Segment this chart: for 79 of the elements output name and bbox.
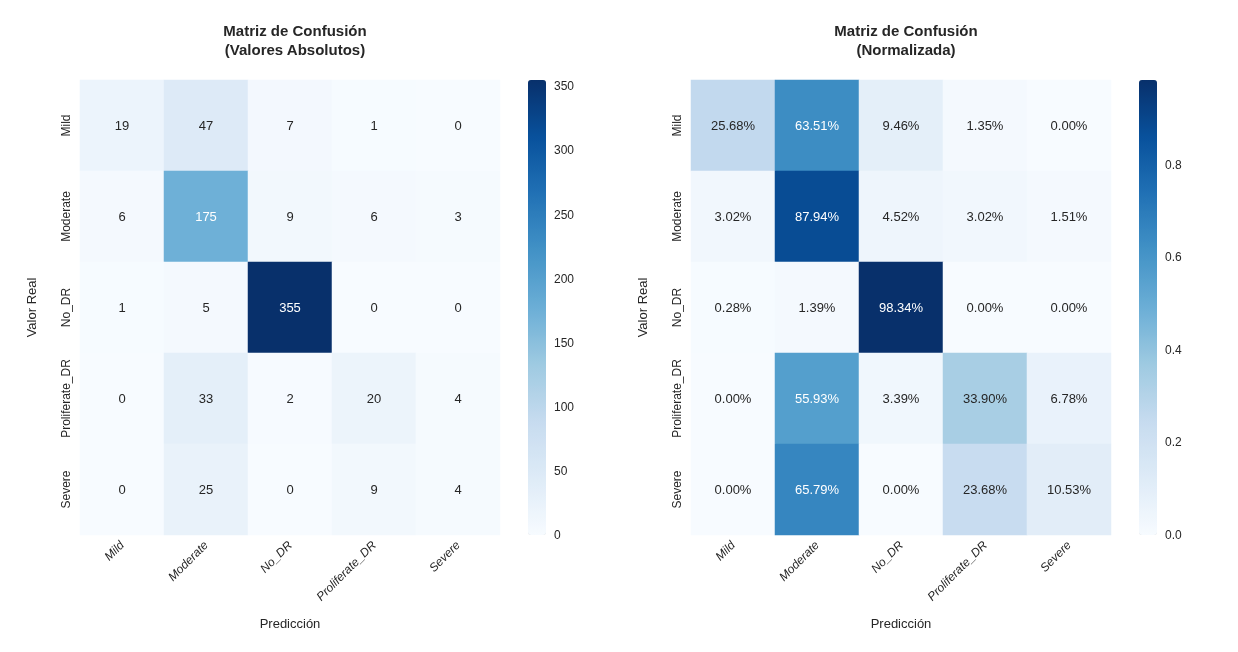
data-label: 1.39% [798,300,836,315]
y-axis-title: Valor Real [635,277,650,338]
y-tick-label: Moderate [670,190,684,242]
y-tick-label: No_DR [59,287,73,328]
color-bar-label: 0.4 [1165,342,1183,357]
data-label: 3.02% [966,209,1004,224]
data-label: 0 [286,482,294,497]
color-bar-label: 150 [554,335,575,350]
data-label: 0.28% [714,300,752,315]
data-label: 2 [286,391,294,406]
data-label: 20 [366,391,382,406]
data-label: 4 [454,482,462,497]
data-label: 25.68% [710,118,756,133]
color-bar-label: 250 [554,207,575,222]
color-bar-label: 350 [554,79,575,94]
data-label: 3 [454,209,462,224]
data-label: 65.79% [794,482,840,497]
x-axis-title: Predicción [870,616,932,631]
data-label: 0 [454,300,462,315]
data-label: 0.00% [966,300,1004,315]
data-label: 9.46% [882,118,920,133]
y-axis-title: Valor Real [24,277,39,338]
color-bar-label: 0.0 [1165,528,1183,542]
data-label: 0 [118,482,126,497]
color-bar-label: 0.6 [1165,250,1183,265]
chart-title: Matriz de Confusión (Valores Absolutos) [223,22,367,58]
data-label: 175 [195,209,217,224]
data-label: 0 [118,391,126,406]
data-label: 1.35% [966,118,1004,133]
color-bar-label: 300 [554,143,575,158]
data-label: 9 [370,482,378,497]
data-label: 0.00% [1050,300,1088,315]
data-label: 0.00% [1050,118,1088,133]
data-label: 0 [370,300,378,315]
data-label: 0.00% [882,482,920,497]
data-label: 87.94% [794,209,840,224]
data-label: 6 [370,209,378,224]
data-label: 63.51% [794,118,840,133]
data-label: 355 [279,300,301,315]
data-label: 4 [454,391,462,406]
data-label: 10.53% [1046,482,1092,497]
y-tick-label: Severe [59,470,73,509]
x-axis-title: Predicción [259,616,321,631]
color-bar-label: 0.2 [1165,435,1183,450]
color-bar-label: 200 [554,271,575,286]
data-label: 9 [286,209,294,224]
data-label: 25 [198,482,214,497]
color-bar-label: 0 [554,528,561,542]
data-label: 33 [198,391,214,406]
color-bar-label: 0.8 [1165,157,1183,172]
data-label: 0.00% [714,391,752,406]
y-tick-label: No_DR [670,287,684,328]
data-label: 55.93% [794,391,840,406]
data-label: 47 [198,118,214,133]
data-label: 7 [286,118,294,133]
data-label: 19 [114,118,130,133]
data-label: 1 [370,118,378,133]
data-label: 0.00% [714,482,752,497]
color-bar-label: 50 [554,463,568,478]
data-label: 5 [202,300,210,315]
color-bar-label: 100 [554,399,575,414]
data-label: 98.34% [878,300,924,315]
data-label: 4.52% [882,209,920,224]
chart-title: Matriz de Confusión (Normalizada) [834,22,978,58]
data-label: 6 [118,209,126,224]
data-label: 33.90% [962,391,1008,406]
y-tick-label: Moderate [59,190,73,242]
y-tick-label: Mild [670,114,684,137]
data-label: 1.51% [1050,209,1088,224]
data-label: 0 [454,118,462,133]
data-label: 6.78% [1050,391,1088,406]
data-label: 3.02% [714,209,752,224]
y-tick-label: Proliferate_DR [59,358,73,438]
y-tick-label: Severe [670,470,684,509]
data-label: 23.68% [962,482,1008,497]
data-label: 3.39% [882,391,920,406]
y-tick-label: Proliferate_DR [670,358,684,438]
y-tick-label: Mild [59,114,73,137]
data-label: 1 [118,300,126,315]
